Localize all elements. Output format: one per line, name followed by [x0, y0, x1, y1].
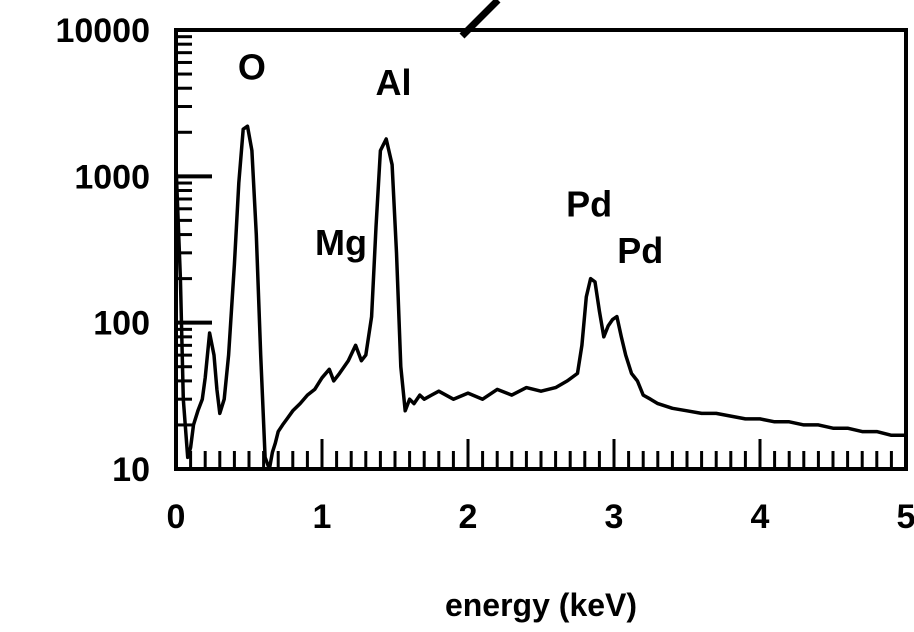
x-tick-label: 3 [605, 498, 624, 536]
x-axis-tick-labels: 0 1 2 3 4 5 [167, 498, 914, 536]
x-tick-label: 2 [459, 498, 478, 536]
y-axis-ticks [176, 28, 212, 471]
peak-label: Pd [617, 230, 663, 271]
y-tick-label: 1000 [74, 158, 150, 196]
y-tick-label: 100 [93, 305, 150, 343]
spectrum-line [174, 124, 906, 471]
y-tick-label: 10000 [55, 12, 150, 50]
peak-label: O [238, 46, 266, 87]
y-tick-label: 10 [112, 451, 150, 489]
x-axis-ticks [174, 439, 908, 469]
plot-frame [174, 28, 908, 471]
plot-area [174, 124, 906, 471]
peak-label: Pd [566, 184, 612, 225]
peak-label: Mg [315, 222, 367, 263]
peak-label: Al [376, 62, 412, 103]
x-tick-label: 1 [313, 498, 332, 536]
x-tick-label: 5 [897, 498, 914, 536]
y-axis-tick-labels: 10 100 1000 10000 [55, 12, 150, 489]
x-tick-label: 4 [751, 498, 770, 536]
x-axis-label: energy (keV) [445, 587, 637, 623]
x-tick-label: 0 [167, 498, 186, 536]
